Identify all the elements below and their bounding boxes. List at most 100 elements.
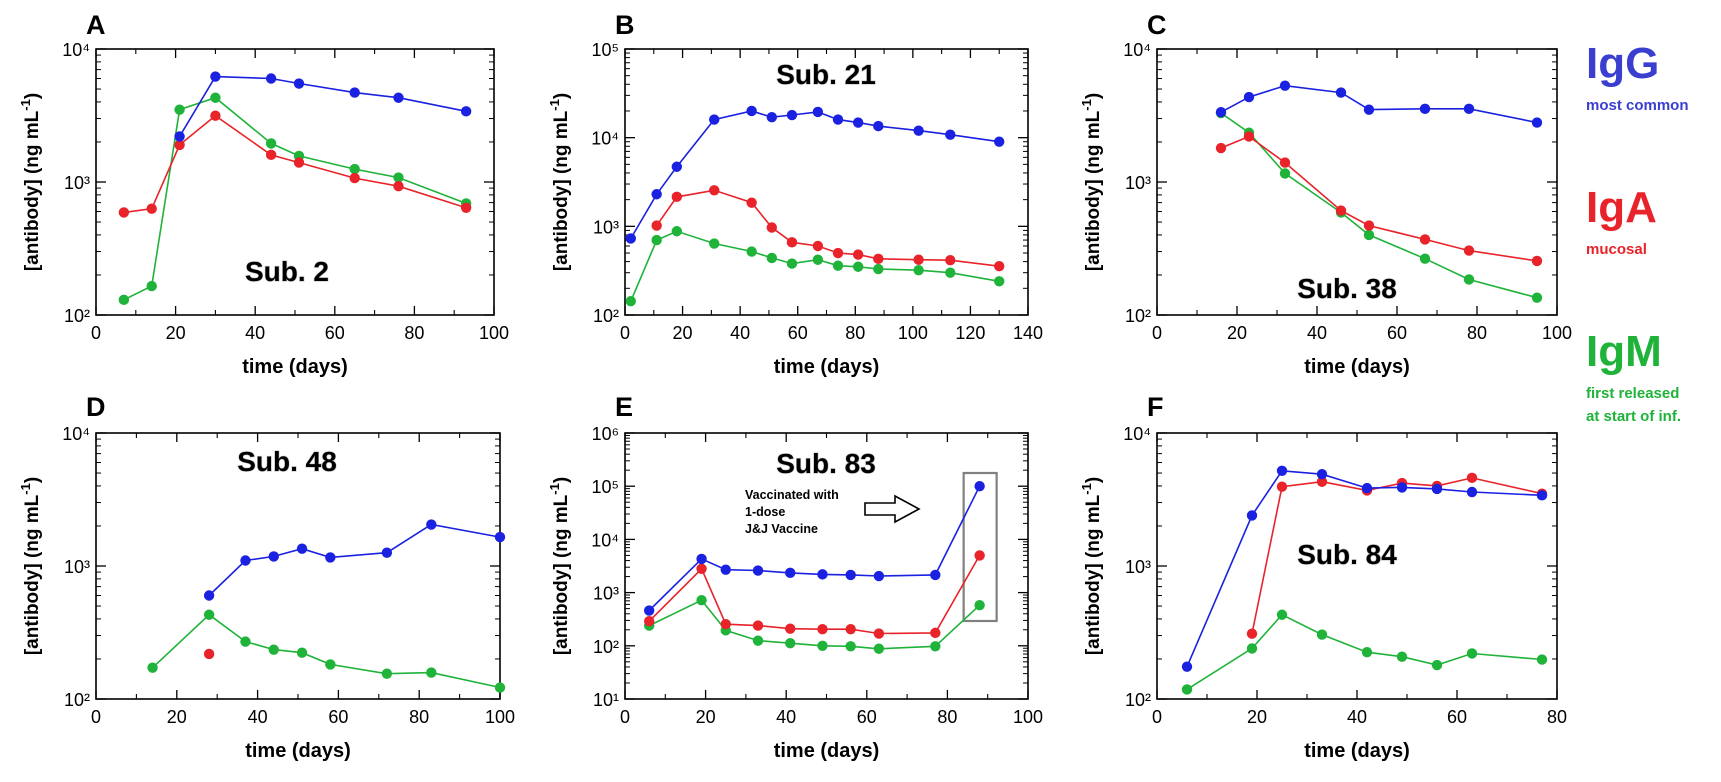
data-point-igg: [651, 189, 662, 200]
data-point-igg: [1396, 482, 1408, 493]
series-line-igg: [648, 485, 981, 612]
data-point-iga: [460, 202, 472, 213]
y-axis-label-exponent: -1: [1079, 483, 1094, 495]
x-axis-label: time (days): [242, 356, 348, 378]
data-point-igg: [1243, 91, 1255, 103]
y-tick-label: 10⁴: [591, 530, 619, 550]
data-point-iga: [1463, 245, 1475, 256]
data-point-iga: [293, 157, 305, 168]
y-axis-label-tail: ): [1083, 477, 1104, 483]
y-axis-label-tail: ): [551, 477, 572, 483]
data-point-igg: [746, 105, 757, 117]
y-axis-label: [antibody] (ng mL-1): [547, 93, 572, 271]
y-tick-label: 10³: [1125, 557, 1151, 577]
data-point-iga: [766, 222, 778, 233]
data-point-igm: [651, 234, 662, 246]
data-point-igg: [1363, 104, 1375, 115]
y-axis-label: [antibody] (ng mL-1): [547, 477, 572, 655]
data-point-igg: [325, 552, 336, 563]
y-axis-label: [antibody] (ng mL-1): [18, 93, 43, 271]
data-point-iga: [873, 628, 885, 639]
subject-title: Sub. 38: [1297, 273, 1397, 304]
data-point-igm: [296, 647, 308, 658]
y-axis-label-exponent: -1: [1079, 99, 1094, 111]
data-point-igg: [974, 481, 985, 492]
data-point-iga: [709, 185, 720, 196]
data-point-igg: [268, 551, 279, 562]
x-tick-label: 0: [91, 323, 101, 343]
data-point-iga: [1276, 481, 1288, 492]
x-tick-label: 100: [485, 707, 515, 727]
data-point-igg: [625, 233, 636, 244]
data-point-igg: [817, 569, 828, 580]
data-point-igm: [766, 252, 778, 264]
data-point-igg: [720, 564, 731, 575]
data-point-igg: [1361, 482, 1373, 494]
panel-letter: E: [615, 392, 633, 422]
data-point-iga: [1246, 628, 1258, 639]
data-point-igm: [671, 226, 683, 237]
data-point-igg: [349, 87, 360, 98]
data-point-igg: [752, 565, 764, 576]
data-point-igm: [709, 238, 720, 249]
data-point-igg: [913, 125, 924, 136]
series-iga: [203, 648, 215, 660]
panel-e: 0 20 40 60 80 100 10¹ 10² 10³ 10⁴ 10⁵ 10⁶ time (days…: [547, 392, 1043, 762]
data-point-iga: [845, 624, 856, 635]
y-tick-label: 10²: [1125, 690, 1151, 710]
data-point-iga: [785, 623, 796, 634]
x-tick-label: 100: [1013, 707, 1043, 727]
data-point-igg: [945, 129, 956, 140]
data-point-igg: [786, 109, 798, 121]
data-point-igm: [974, 599, 985, 611]
series-iga: [1215, 131, 1543, 267]
panel-a: 0 20 40 60 80 100 10² 10³ 10⁴ time (days) [antibod…: [18, 10, 509, 378]
data-point-igm: [381, 668, 393, 679]
data-point-igm: [1463, 274, 1475, 285]
legend-label: IgG: [1586, 39, 1659, 88]
data-point-igg: [1466, 486, 1478, 498]
data-point-igm: [1531, 292, 1543, 303]
x-axis-label: time (days): [774, 356, 880, 378]
data-point-igm: [746, 246, 757, 257]
y-tick-label: 10³: [1125, 173, 1151, 193]
data-point-igg: [696, 553, 707, 565]
subject-title: Sub. 2: [245, 256, 329, 287]
x-tick-label: 20: [166, 323, 186, 343]
data-point-igg: [460, 106, 472, 117]
data-point-igg: [293, 78, 305, 89]
x-tick-label: 60: [857, 707, 877, 727]
data-point-igg: [174, 131, 185, 142]
data-point-igg: [265, 73, 277, 84]
vaccination-note: Vaccinated with: [745, 488, 839, 502]
data-point-igg: [832, 114, 844, 125]
panel-letter: B: [615, 10, 635, 40]
y-axis-label-exponent: -1: [547, 99, 562, 111]
y-tick-label: 10³: [593, 584, 619, 604]
data-point-iga: [671, 191, 683, 203]
x-tick-label: 100: [1542, 323, 1572, 343]
data-point-igg: [1181, 661, 1193, 672]
x-tick-label: 100: [898, 323, 928, 343]
data-point-igg: [426, 519, 437, 530]
data-point-iga: [930, 627, 941, 639]
y-tick-label: 10³: [593, 217, 619, 237]
data-point-igg: [1463, 103, 1475, 115]
data-point-iga: [1531, 255, 1543, 267]
legend-description: first released: [1586, 385, 1679, 402]
x-tick-label: 80: [409, 707, 429, 727]
x-tick-label: 0: [620, 707, 630, 727]
x-tick-label: 0: [620, 323, 630, 343]
vaccination-note: J&J Vaccine: [745, 522, 818, 536]
data-point-igg: [240, 555, 251, 566]
data-point-igm: [1431, 659, 1443, 671]
x-tick-label: 20: [696, 707, 716, 727]
x-tick-label: 40: [1347, 707, 1367, 727]
x-tick-label: 120: [955, 323, 985, 343]
y-tick-label: 10⁴: [591, 129, 619, 149]
data-point-igm: [1363, 229, 1375, 241]
data-point-igg: [210, 71, 221, 82]
data-point-igm: [696, 594, 707, 606]
panel-letter: C: [1147, 10, 1167, 40]
